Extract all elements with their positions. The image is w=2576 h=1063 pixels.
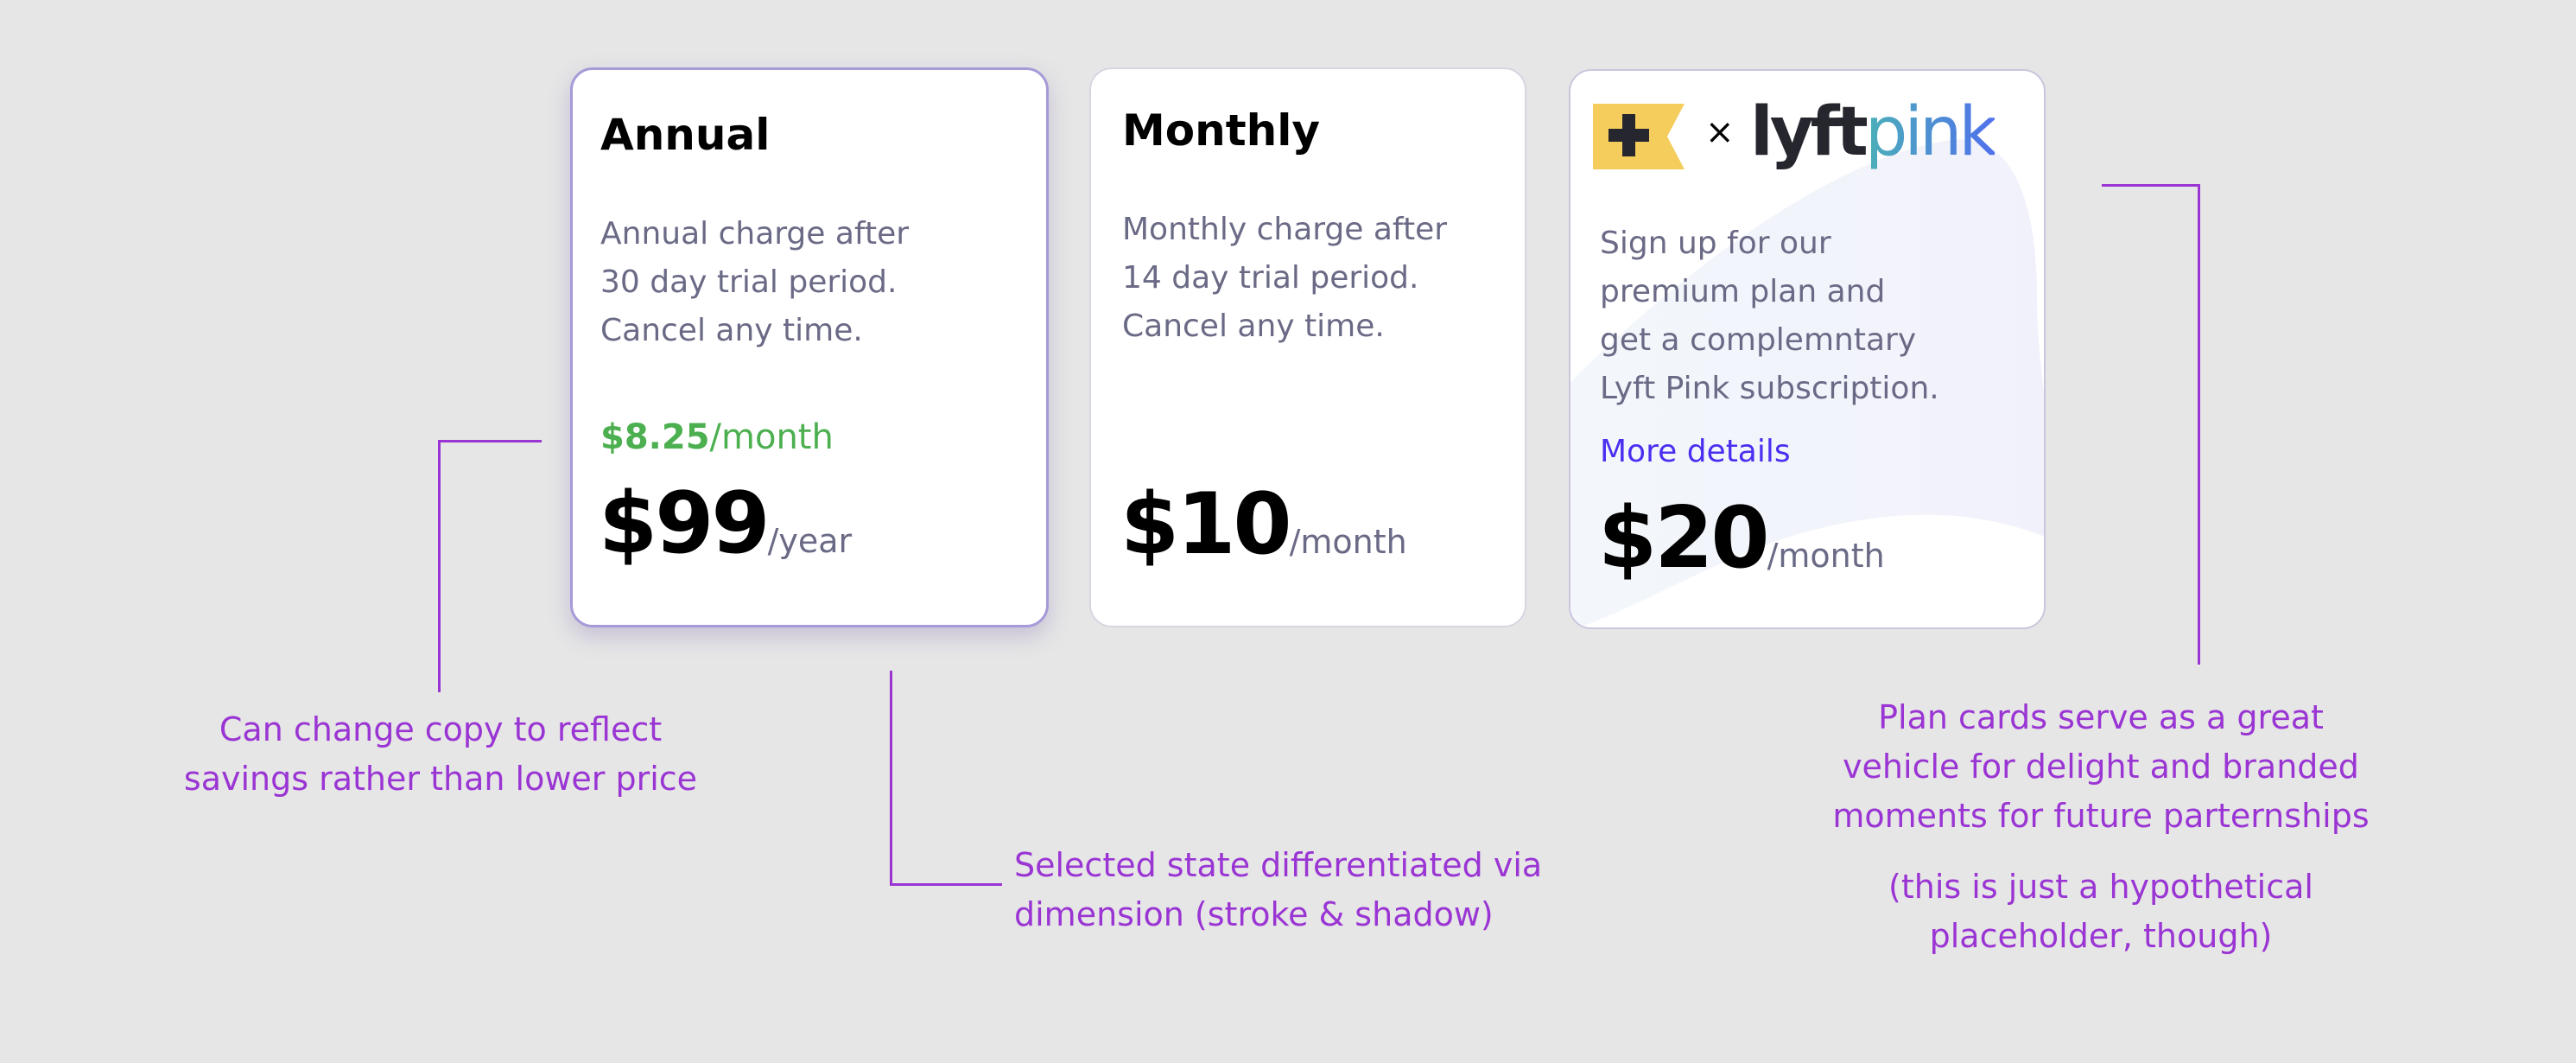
price-amount: $10 bbox=[1120, 475, 1292, 574]
price-unit: /month bbox=[1767, 537, 1885, 575]
annotation-branding: Plan cards serve as a great vehicle for … bbox=[1832, 698, 2370, 835]
monthly-equivalent-amount: $8.25 bbox=[600, 417, 710, 457]
more-details-link[interactable]: More details bbox=[1600, 434, 1791, 469]
price-unit: /year bbox=[767, 522, 853, 560]
brand-times-sign: × bbox=[1705, 112, 1735, 152]
monthly-equivalent-unit: /month bbox=[709, 417, 834, 457]
plan-description: Sign up for our premium plan and get a c… bbox=[1600, 226, 1939, 406]
plan-price: $99/year bbox=[599, 474, 852, 573]
plan-title: Annual bbox=[600, 110, 771, 160]
annotation-selected-state: Selected state differentiated via dimens… bbox=[1014, 846, 1543, 933]
background-blob bbox=[1570, 139, 2044, 627]
plus-badge-logo bbox=[1593, 104, 1685, 169]
plan-title: Monthly bbox=[1122, 105, 1320, 156]
annotation-connector bbox=[890, 671, 892, 886]
price-unit: /month bbox=[1289, 523, 1407, 561]
annotation-savings: Can change copy to reflect savings rathe… bbox=[183, 710, 698, 798]
annotation-branding-note: (this is just a hypothetical placeholder… bbox=[1888, 868, 2313, 955]
plan-card-monthly[interactable]: Monthly Monthly charge after 14 day tria… bbox=[1089, 67, 1526, 627]
plan-card-annual[interactable]: Annual Annual charge after 30 day trial … bbox=[570, 67, 1049, 627]
lyft-pink-logo: lyftpink bbox=[1750, 93, 1998, 171]
plan-description: Monthly charge after 14 day trial period… bbox=[1122, 212, 1448, 344]
annotation-connector bbox=[438, 440, 542, 442]
plan-description: Annual charge after 30 day trial period.… bbox=[600, 216, 910, 348]
monthly-equivalent: $8.25/month bbox=[600, 417, 834, 457]
plan-price: $20/month bbox=[1598, 489, 1885, 588]
annotation-connector bbox=[438, 440, 441, 692]
annotation-connector bbox=[2102, 184, 2200, 187]
plan-card-premium-lyft-pink[interactable]: × lyftpink Sign up for our premium plan … bbox=[1569, 69, 2046, 629]
annotation-connector bbox=[890, 883, 1002, 886]
price-amount: $20 bbox=[1598, 489, 1770, 588]
plan-price: $10/month bbox=[1120, 475, 1407, 574]
annotation-connector bbox=[2198, 184, 2200, 665]
price-amount: $99 bbox=[599, 474, 771, 573]
